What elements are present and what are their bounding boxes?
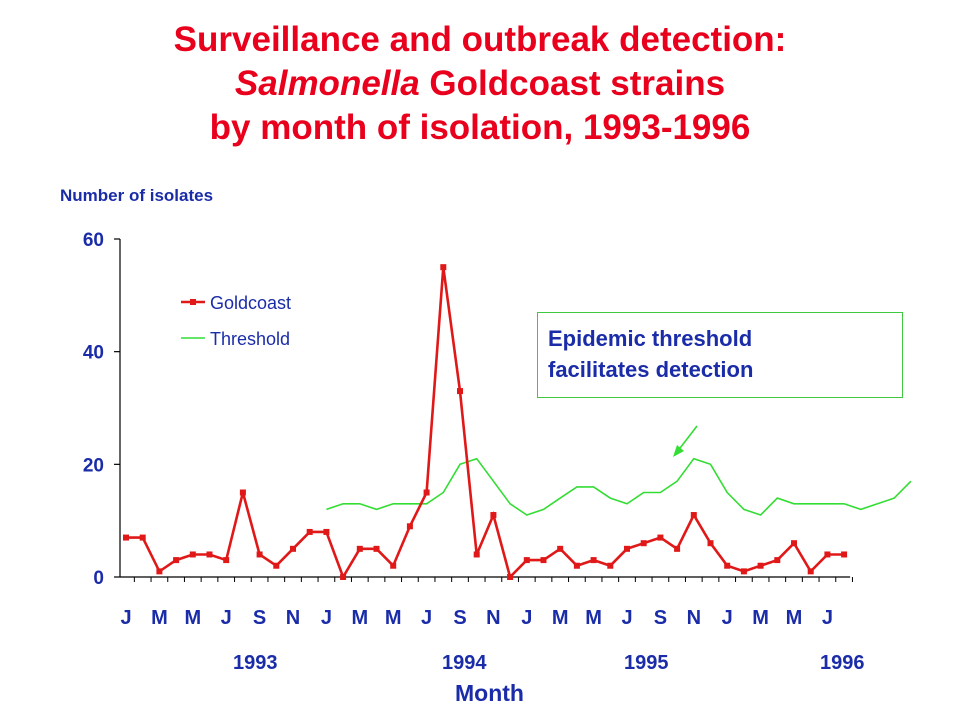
goldcoast-point bbox=[223, 557, 230, 564]
legend-threshold-label: Threshold bbox=[210, 329, 290, 349]
x-tick-label: J bbox=[521, 607, 532, 629]
legend: Goldcoast Threshold bbox=[181, 293, 291, 349]
goldcoast-point bbox=[473, 551, 480, 558]
goldcoast-point bbox=[640, 540, 647, 547]
x-tick-label: S bbox=[453, 607, 466, 629]
goldcoast-point bbox=[507, 574, 514, 580]
y-tick-label: 40 bbox=[83, 343, 104, 364]
threshold-series bbox=[326, 457, 912, 516]
x-tick-label: J bbox=[621, 607, 632, 629]
callout-line-2: facilitates detection bbox=[548, 357, 754, 382]
goldcoast-point bbox=[239, 489, 246, 496]
x-tick-label: S bbox=[654, 607, 667, 629]
callout-arrow bbox=[673, 425, 698, 457]
goldcoast-point bbox=[590, 557, 597, 564]
callout-line-1: Epidemic threshold bbox=[548, 326, 753, 351]
title-italic-genus: Salmonella bbox=[234, 64, 420, 103]
goldcoast-point bbox=[674, 545, 681, 552]
x-tick-label: J bbox=[120, 607, 131, 629]
x-tick-label: J bbox=[822, 607, 833, 629]
goldcoast-point bbox=[423, 489, 430, 496]
goldcoast-point bbox=[757, 562, 764, 569]
x-tick-label: M bbox=[351, 607, 368, 629]
goldcoast-point bbox=[390, 562, 397, 569]
goldcoast-point bbox=[356, 545, 363, 552]
goldcoast-point bbox=[173, 557, 180, 564]
callout-box: Epidemic threshold facilitates detection bbox=[537, 312, 903, 398]
y-axis-label: Number of isolates bbox=[60, 186, 214, 205]
x-tick-label: N bbox=[687, 607, 701, 629]
y-tick-label: 0 bbox=[93, 568, 104, 589]
chart-title: Surveillance and outbreak detection: Sal… bbox=[0, 18, 960, 150]
x-tick-label: M bbox=[752, 607, 769, 629]
goldcoast-point bbox=[841, 551, 848, 558]
goldcoast-point bbox=[573, 562, 580, 569]
y-tick-label: 60 bbox=[83, 230, 104, 251]
x-tick-label: J bbox=[722, 607, 733, 629]
x-tick-label: M bbox=[184, 607, 201, 629]
x-tick-label: S bbox=[253, 607, 266, 629]
goldcoast-point bbox=[791, 540, 797, 547]
goldcoast-point bbox=[373, 545, 380, 552]
goldcoast-point bbox=[690, 512, 697, 519]
goldcoast-point bbox=[557, 545, 564, 552]
goldcoast-point bbox=[156, 568, 163, 575]
goldcoast-point bbox=[740, 568, 747, 575]
x-tick-label: J bbox=[321, 607, 332, 629]
arrow-shaft bbox=[676, 425, 698, 453]
x-tick-label: J bbox=[421, 607, 432, 629]
year-label-1994: 1994 bbox=[442, 652, 487, 674]
legend-goldcoast-label: Goldcoast bbox=[210, 293, 291, 313]
goldcoast-point bbox=[440, 264, 447, 271]
title-line-2: Salmonella Goldcoast strains bbox=[0, 62, 960, 106]
goldcoast-point bbox=[707, 540, 714, 547]
x-tick-label: M bbox=[385, 607, 402, 629]
arrow-head bbox=[673, 445, 684, 457]
goldcoast-point bbox=[273, 562, 280, 569]
goldcoast-series bbox=[123, 264, 848, 581]
goldcoast-point bbox=[256, 551, 263, 558]
x-tick-label: M bbox=[786, 607, 803, 629]
x-tick-label: N bbox=[286, 607, 300, 629]
x-tick-label: N bbox=[486, 607, 500, 629]
year-label-1993: 1993 bbox=[233, 652, 278, 674]
goldcoast-point bbox=[457, 388, 463, 395]
goldcoast-point bbox=[340, 574, 347, 580]
x-tick-label: M bbox=[585, 607, 602, 629]
x-tick-label: M bbox=[552, 607, 569, 629]
goldcoast-point bbox=[540, 557, 547, 564]
goldcoast-point bbox=[123, 534, 129, 541]
year-label-1996: 1996 bbox=[820, 652, 865, 674]
goldcoast-point bbox=[406, 523, 413, 530]
goldcoast-point bbox=[807, 568, 814, 575]
x-tick-label: J bbox=[221, 607, 232, 629]
goldcoast-point bbox=[824, 551, 831, 558]
legend-goldcoast-marker bbox=[190, 299, 196, 305]
goldcoast-point bbox=[624, 545, 630, 552]
goldcoast-point bbox=[206, 551, 213, 558]
y-tick-label: 20 bbox=[83, 455, 104, 476]
title-line-3: by month of isolation, 1993-1996 bbox=[209, 108, 751, 147]
goldcoast-point bbox=[490, 512, 497, 519]
goldcoast-point bbox=[724, 562, 731, 569]
x-tick-label: M bbox=[151, 607, 168, 629]
year-label-1995: 1995 bbox=[624, 652, 669, 674]
goldcoast-point bbox=[657, 534, 664, 541]
goldcoast-point bbox=[523, 557, 530, 564]
goldcoast-point bbox=[774, 557, 781, 564]
goldcoast-point bbox=[139, 534, 146, 541]
title-line-2-rest: Goldcoast strains bbox=[419, 64, 726, 103]
goldcoast-point bbox=[290, 545, 296, 552]
goldcoast-point bbox=[323, 528, 330, 535]
title-line-1: Surveillance and outbreak detection: bbox=[173, 20, 787, 59]
goldcoast-line bbox=[126, 267, 845, 581]
goldcoast-point bbox=[189, 551, 196, 558]
x-axis-label: Month bbox=[455, 680, 524, 706]
goldcoast-point bbox=[306, 528, 313, 535]
goldcoast-point bbox=[607, 562, 614, 569]
threshold-line bbox=[326, 457, 912, 516]
